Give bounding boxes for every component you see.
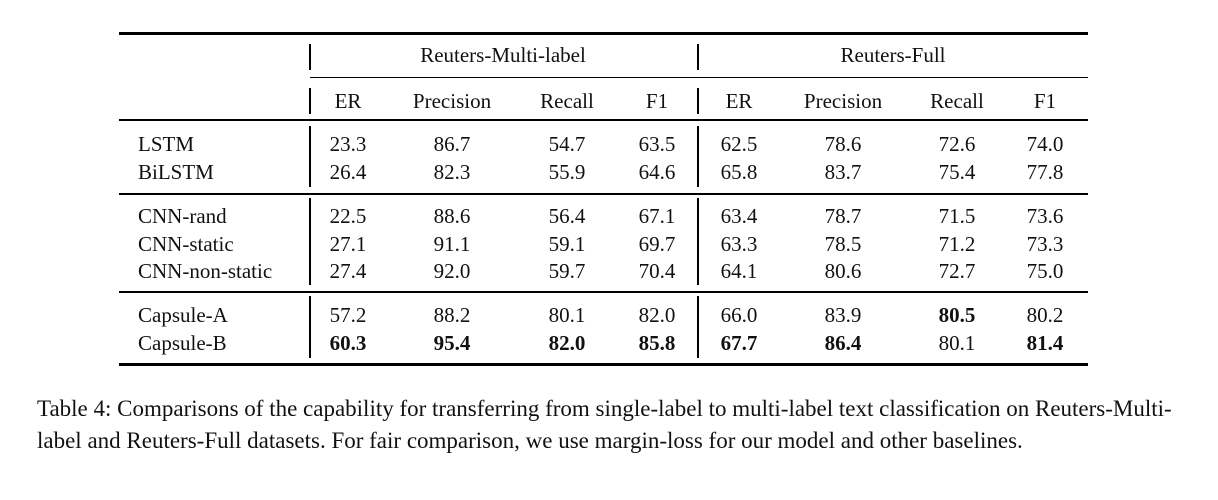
table-cell: 88.6 xyxy=(433,204,471,228)
column-header: ER xyxy=(725,89,753,113)
table-cell: 82.0 xyxy=(548,331,586,355)
table-cell: 95.4 xyxy=(433,331,471,355)
table-cell: 55.9 xyxy=(548,160,586,184)
column-separator xyxy=(309,88,311,114)
column-header: F1 xyxy=(1033,89,1057,113)
table-cell: 83.9 xyxy=(824,303,862,327)
table-cell: 92.0 xyxy=(433,259,471,283)
table-cell: 64.1 xyxy=(720,259,758,283)
table-cell: 80.1 xyxy=(548,303,586,327)
column-separator xyxy=(309,44,311,70)
section-rule-1 xyxy=(119,193,1088,195)
model-name: BiLSTM xyxy=(138,160,214,184)
table-cell: 80.1 xyxy=(938,331,976,355)
group-underline-left xyxy=(310,77,698,78)
column-separator xyxy=(697,198,699,285)
group-header: Reuters-Full xyxy=(840,43,946,67)
table-cell: 71.5 xyxy=(938,204,976,228)
table-cell: 60.3 xyxy=(329,331,367,355)
table-cell: 85.8 xyxy=(638,331,676,355)
table-cell: 78.5 xyxy=(824,232,862,256)
table-cell: 59.1 xyxy=(548,232,586,256)
table-cell: 69.7 xyxy=(638,232,676,256)
table-cell: 72.6 xyxy=(938,132,976,156)
table-cell: 23.3 xyxy=(329,132,367,156)
table-cell: 82.3 xyxy=(433,160,471,184)
table-cell: 27.1 xyxy=(329,232,367,256)
table-cell: 67.1 xyxy=(638,204,676,228)
model-name: LSTM xyxy=(138,132,195,156)
table-cell: 88.2 xyxy=(433,303,471,327)
table-cell: 73.6 xyxy=(1026,204,1064,228)
column-header: Recall xyxy=(540,89,594,113)
table-cell: 74.0 xyxy=(1026,132,1064,156)
header-rule xyxy=(119,119,1088,121)
model-name: CNN-static xyxy=(138,232,234,256)
table-cell: 66.0 xyxy=(720,303,758,327)
bottom-rule xyxy=(119,363,1088,366)
table-cell: 70.4 xyxy=(638,259,676,283)
table-cell: 22.5 xyxy=(329,204,367,228)
top-rule xyxy=(119,32,1088,35)
table-cell: 78.7 xyxy=(824,204,862,228)
column-header: Precision xyxy=(412,89,492,113)
table-cell: 71.2 xyxy=(938,232,976,256)
column-header: ER xyxy=(334,89,362,113)
section-rule-2 xyxy=(119,291,1088,293)
table-cell: 63.4 xyxy=(720,204,758,228)
table-cell: 83.7 xyxy=(824,160,862,184)
model-name: CNN-non-static xyxy=(138,259,273,283)
column-separator xyxy=(309,126,311,187)
column-separator xyxy=(697,296,699,358)
table-cell: 73.3 xyxy=(1026,232,1064,256)
table-cell: 75.4 xyxy=(938,160,976,184)
table-cell: 27.4 xyxy=(329,259,367,283)
table-cell: 77.8 xyxy=(1026,160,1064,184)
table-cell: 82.0 xyxy=(638,303,676,327)
table-caption: Table 4: Comparisons of the capability f… xyxy=(37,396,1172,453)
model-name: CNN-rand xyxy=(138,204,227,228)
table-cell: 86.4 xyxy=(824,331,862,355)
table-cell: 26.4 xyxy=(329,160,367,184)
table-cell: 78.6 xyxy=(824,132,862,156)
table-cell: 64.6 xyxy=(638,160,676,184)
column-separator xyxy=(697,126,699,187)
table-cell: 56.4 xyxy=(548,204,586,228)
table-cell: 63.5 xyxy=(638,132,676,156)
model-name: Capsule-B xyxy=(138,331,227,355)
column-separator xyxy=(697,44,699,70)
table-cell: 81.4 xyxy=(1026,331,1064,355)
group-underline-right xyxy=(697,77,1088,78)
table-cell: 59.7 xyxy=(548,259,586,283)
model-name: Capsule-A xyxy=(138,303,228,327)
table-cell: 63.3 xyxy=(720,232,758,256)
table-cell: 80.2 xyxy=(1026,303,1064,327)
table-cell: 80.5 xyxy=(938,303,976,327)
table-cell: 86.7 xyxy=(433,132,471,156)
column-header: Precision xyxy=(803,89,883,113)
table-cell: 91.1 xyxy=(433,232,471,256)
table-cell: 80.6 xyxy=(824,259,862,283)
table-cell: 54.7 xyxy=(548,132,586,156)
table-cell: 57.2 xyxy=(329,303,367,327)
table-cell: 67.7 xyxy=(720,331,758,355)
column-header: Recall xyxy=(930,89,984,113)
column-header: F1 xyxy=(645,89,669,113)
column-separator xyxy=(309,198,311,285)
column-separator xyxy=(309,296,311,358)
table-cell: 72.7 xyxy=(938,259,976,283)
table-cell: 65.8 xyxy=(720,160,758,184)
table-cell: 75.0 xyxy=(1026,259,1064,283)
table-cell: 62.5 xyxy=(720,132,758,156)
column-separator xyxy=(697,88,699,114)
group-header: Reuters-Multi-label xyxy=(420,43,586,67)
